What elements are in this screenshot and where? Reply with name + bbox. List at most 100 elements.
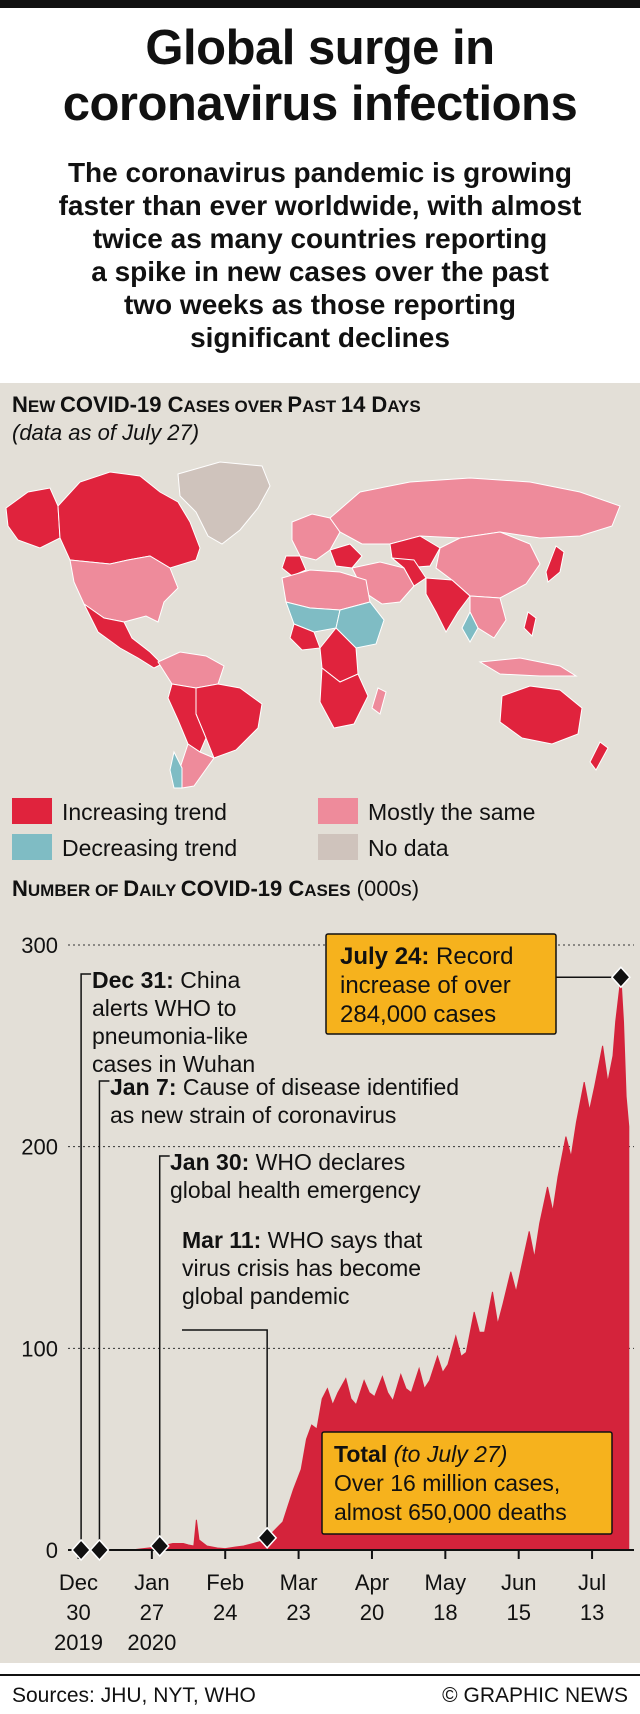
annotation-date: Jan 7: — [110, 1074, 176, 1100]
map-region-west-africa — [289, 623, 321, 651]
map-title-part: AST — [302, 397, 341, 416]
y-tick-label: 0 — [46, 1538, 58, 1563]
map-title-part: N — [12, 392, 28, 417]
callout-date: July 24: — [340, 943, 429, 970]
x-tick-label: 15 — [506, 1600, 530, 1625]
legend-label: Decreasing trend — [62, 835, 238, 861]
map-region-balkans — [329, 543, 363, 569]
x-tick-label: Jul — [578, 1570, 606, 1595]
chart-title-part: AILY — [139, 881, 181, 900]
map-title-part: AYS — [387, 397, 421, 416]
x-tick-label: 2020 — [127, 1630, 176, 1655]
annotation-text: Dec 31: China alerts WHO to pneumonia-like… — [92, 967, 255, 1077]
annotation-line: alerts WHO to — [92, 995, 236, 1021]
y-tick-label: 100 — [21, 1336, 58, 1361]
map-title-part: P — [287, 392, 303, 417]
map-region-chile-tip — [169, 750, 183, 789]
x-tick-label: 23 — [286, 1600, 310, 1625]
map-region-south-america-north — [157, 651, 225, 689]
map-region-thailand — [461, 610, 479, 644]
annotation-text: Mar 11: WHO says that virus crisis has be… — [182, 1227, 423, 1309]
footer-credit: © GRAPHIC NEWS — [442, 1684, 628, 1707]
map-title-part: COVID-19 C — [60, 392, 184, 417]
map-title-part: ASES OVER — [183, 397, 288, 416]
annotation-line: virus crisis has become — [182, 1255, 421, 1281]
legend-mostly-same: Mostly the same — [318, 798, 535, 826]
annotation-marker — [71, 1538, 92, 1562]
annotation-marker — [257, 1526, 278, 1550]
annotation-line: Jan 7: Cause of disease identified — [110, 1074, 459, 1100]
annotation-line: Jan 30: WHO declares — [170, 1149, 405, 1175]
callout-line: Over 16 million cases, — [334, 1470, 560, 1496]
callout-record-text: July 24: Record increase of over 284,000 c… — [340, 943, 513, 1028]
annotation-line: cases in Wuhan — [92, 1051, 255, 1077]
map-region-japan — [545, 545, 565, 583]
map-region-new-zealand — [589, 741, 609, 771]
legend-no-data: No data — [318, 834, 449, 862]
map-region-indonesia — [478, 657, 578, 677]
callout-total-text: Total (to July 27) Over 16 million cases,… — [334, 1441, 567, 1525]
legend-label: Mostly the same — [368, 799, 536, 825]
legend-swatch — [12, 834, 52, 860]
x-tick-label: 20 — [360, 1600, 384, 1625]
footer-sources: Sources: JHU, NYT, WHO — [12, 1684, 256, 1707]
annotation-line: as new strain of coronavirus — [110, 1102, 396, 1128]
callout-line: July 24: Record — [340, 943, 513, 970]
chart-title: NUMBER OF DAILY COVID-19 CASES (000s) — [12, 876, 419, 902]
legend-decreasing: Decreasing trend — [12, 834, 237, 862]
annotation-leader — [98, 1080, 110, 1550]
annotation-leader — [182, 1329, 268, 1538]
map-region-madagascar — [371, 687, 387, 715]
annotation-line: global pandemic — [182, 1283, 350, 1309]
x-tick-label: Feb — [206, 1570, 244, 1595]
map-note: (data as of July 27) — [12, 420, 200, 445]
legend-swatch — [12, 798, 52, 824]
x-tick-label: 24 — [213, 1600, 237, 1625]
x-tick-label: 13 — [580, 1600, 604, 1625]
annotation-marker — [89, 1538, 110, 1562]
callout-total-label: Total — [334, 1441, 387, 1467]
callout-line: 284,000 cases — [340, 1001, 496, 1028]
x-tick-label: 30 — [66, 1600, 90, 1625]
map-region-usa — [69, 555, 179, 623]
map-title: NEW COVID-19 CASES OVER PAST 14 DAYS — [12, 392, 421, 418]
chart-title-part: UMBER OF — [27, 881, 124, 900]
map-region-australia — [499, 685, 583, 745]
legend-swatch — [318, 834, 358, 860]
chart-title-part: ASES — [304, 881, 351, 900]
map-title-part: 14 D — [340, 392, 388, 417]
page-subtitle: The coronavirus pandemic is growing fast… — [58, 157, 582, 353]
annotation-date: Mar 11: — [182, 1227, 261, 1253]
x-tick-label: 2019 — [54, 1630, 103, 1655]
annotation-line: global health emergency — [170, 1177, 421, 1203]
callout-record-marker — [610, 966, 631, 989]
map-region-russia — [329, 477, 621, 545]
y-tick-label: 300 — [21, 933, 58, 958]
legend-label: Increasing trend — [62, 799, 227, 825]
callout-record-box — [325, 933, 557, 1035]
map-region-alaska — [5, 487, 61, 549]
top-rule — [0, 0, 640, 8]
callout-line: increase of over — [340, 972, 511, 999]
y-tick-label: 200 — [21, 1135, 58, 1160]
callout-total-date: (to July 27) — [387, 1441, 507, 1467]
annotation-leader — [158, 1155, 170, 1546]
map-region-greenland — [177, 461, 271, 545]
annotation-line: Dec 31: China — [92, 967, 241, 993]
annotation-text: Jan 30: WHO declares global health emerge… — [170, 1149, 421, 1203]
map-region-southern-cone — [179, 743, 215, 789]
x-tick-label: Jun — [501, 1570, 536, 1595]
annotation-date: Dec 31: — [92, 967, 174, 993]
annotation-line: pneumonia-like — [92, 1023, 248, 1049]
chart-title-part: D — [123, 876, 140, 901]
callout-line: almost 650,000 deaths — [334, 1499, 567, 1525]
x-tick-label: Jan — [134, 1570, 169, 1595]
footer — [0, 1674, 640, 1714]
chart-unit: (000s) — [356, 876, 420, 901]
annotation-leader — [80, 973, 92, 1550]
map-region-southern-africa — [319, 667, 369, 729]
legend-swatch — [318, 798, 358, 824]
chart-title-part: COVID-19 C — [180, 876, 305, 901]
series-area — [120, 977, 630, 1551]
annotation-text: Jan 7: Cause of disease identified as new… — [110, 1074, 459, 1128]
